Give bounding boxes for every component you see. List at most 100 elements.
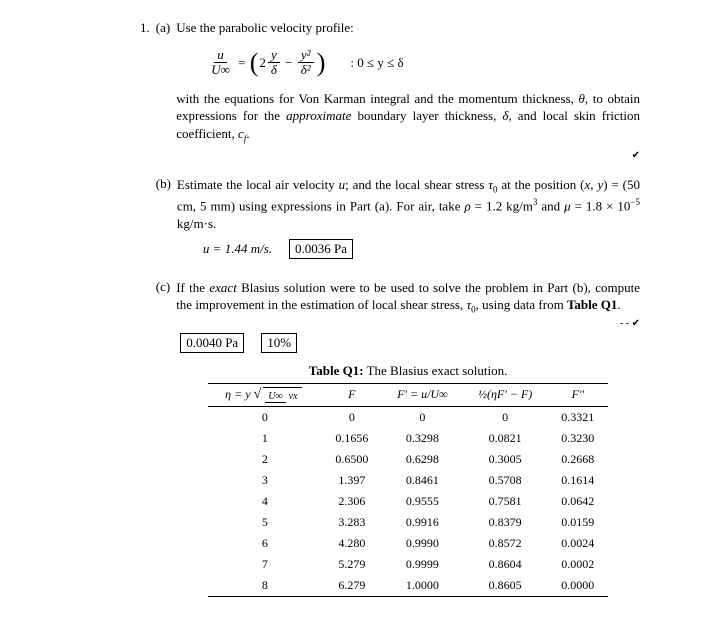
term1-bot: δ (268, 63, 280, 77)
question-1c: (c) If the exact Blasius solution were t… (140, 279, 640, 598)
table-cell: 0.3321 (548, 407, 609, 429)
blasius-table: η = y U∞νx F F' = u/U∞ ½(ηF' − F) F'' 00… (208, 383, 608, 597)
minus-sign: − (282, 55, 296, 71)
table-cell: 0.6298 (382, 449, 463, 470)
term2-frac: y² δ² (298, 48, 314, 78)
spacer-c (140, 279, 150, 598)
term1-coef: 2 (259, 55, 266, 71)
table-row: 64.2800.99900.85720.0024 (208, 533, 608, 554)
term1-frac: y δ (268, 48, 280, 78)
part-a-body: Use the parabolic velocity profile: u U∞… (176, 20, 640, 166)
table-cell: 4.280 (322, 533, 383, 554)
table-cell: 0.8461 (382, 470, 463, 491)
lhs-fraction: u U∞ (208, 48, 233, 78)
table-cell: 0.7581 (463, 491, 548, 512)
table-cell: 6 (208, 533, 321, 554)
table-row: 75.2790.99990.86040.0002 (208, 554, 608, 575)
table-cell: 0.8604 (463, 554, 548, 575)
ans-u: u = 1.44 m/s. (203, 241, 272, 256)
ans-improvement: 10% (261, 333, 297, 353)
part-c-answers: 0.0040 Pa 10% (176, 333, 640, 353)
col-Fprime: F' = u/U∞ (382, 383, 463, 406)
table-cell: 0.8379 (463, 512, 548, 533)
part-b-answers: u = 1.44 m/s. 0.0036 Pa (203, 239, 640, 259)
table-cell: 2 (208, 449, 321, 470)
table-cell: 6.279 (322, 575, 383, 597)
table-cell: 1.397 (322, 470, 383, 491)
table-cell: 0.6500 (322, 449, 383, 470)
lhs-top: u (214, 48, 227, 63)
part-b-lead: Estimate the local air velocity u; and t… (177, 176, 640, 232)
table-cell: 2.306 (322, 491, 383, 512)
table-cell: 0 (463, 407, 548, 429)
table-row: 53.2830.99160.83790.0159 (208, 512, 608, 533)
table-cell: 0.0642 (548, 491, 609, 512)
table-header-row: η = y U∞νx F F' = u/U∞ ½(ηF' − F) F'' (208, 383, 608, 406)
table-cell: 0.3298 (382, 428, 463, 449)
col-F: F (322, 383, 383, 406)
table-cell: 4 (208, 491, 321, 512)
stray-tick: ✔ (176, 150, 640, 166)
page: 1. (a) Use the parabolic velocity profil… (0, 0, 720, 627)
table-row: 42.3060.95550.75810.0642 (208, 491, 608, 512)
question-number: 1. (140, 20, 150, 166)
part-c-lead: If the exact Blasius solution were to be… (176, 279, 640, 316)
table-cell: 0.0821 (463, 428, 548, 449)
table-cell: 0.5708 (463, 470, 548, 491)
table-cell: 0.2668 (548, 449, 609, 470)
table-body: 00000.332110.16560.32980.08210.323020.65… (208, 407, 608, 597)
sqrt-icon: U∞νx (254, 387, 305, 403)
table-cell: 0 (322, 407, 383, 429)
table-cell: 1.0000 (382, 575, 463, 597)
term2-top: y² (298, 48, 314, 63)
part-label-b: (b) (156, 176, 171, 268)
table-row: 31.3970.84610.57080.1614 (208, 470, 608, 491)
dash-marks: - - ✔ (176, 318, 640, 329)
eta-sqrt-frac: U∞νx (263, 387, 302, 403)
table-cell: 0.9916 (382, 512, 463, 533)
table-cell: 3 (208, 470, 321, 491)
table-caption-label: Table Q1: (309, 363, 364, 378)
table-cell: 0 (382, 407, 463, 429)
col-Fpp: F'' (548, 383, 609, 406)
part-label-c: (c) (156, 279, 170, 598)
table-row: 86.2791.00000.86050.0000 (208, 575, 608, 597)
velocity-profile-equation: u U∞ = ( 2 y δ − y² δ² ) : 0 ≤ y ≤ δ (206, 48, 640, 78)
table-cell: 0.0024 (548, 533, 609, 554)
table-cell: 7 (208, 554, 321, 575)
table-cell: 0.3005 (463, 449, 548, 470)
eta-frac-bot: νx (286, 391, 301, 402)
table-cell: 5 (208, 512, 321, 533)
table-row: 00000.3321 (208, 407, 608, 429)
part-c-body: If the exact Blasius solution were to be… (176, 279, 640, 598)
table-cell: 1 (208, 428, 321, 449)
question-1b: (b) Estimate the local air velocity u; a… (140, 176, 640, 268)
part-b-body: Estimate the local air velocity u; and t… (177, 176, 640, 268)
table-cell: 0.0159 (548, 512, 609, 533)
table-cell: 0.0000 (548, 575, 609, 597)
table-caption-text: The Blasius exact solution. (367, 363, 508, 378)
right-paren: ) (317, 50, 326, 76)
ans-tau-box: 0.0036 Pa (289, 239, 353, 259)
table-cell: 3.283 (322, 512, 383, 533)
table-cell: 0.1614 (548, 470, 609, 491)
table-caption: Table Q1: The Blasius exact solution. (176, 363, 640, 379)
term2-bot: δ² (298, 63, 314, 77)
eta-frac-top: U∞ (265, 391, 285, 403)
question-1a: 1. (a) Use the parabolic velocity profil… (140, 20, 640, 166)
term1-top: y (268, 48, 280, 63)
left-paren: ( (250, 50, 259, 76)
eta-lhs: η = y (225, 387, 250, 401)
table-cell: 0.0002 (548, 554, 609, 575)
table-cell: 0.3230 (548, 428, 609, 449)
table-row: 10.16560.32980.08210.3230 (208, 428, 608, 449)
table-cell: 0.1656 (322, 428, 383, 449)
part-label-a: (a) (156, 20, 170, 166)
table-cell: 0.8572 (463, 533, 548, 554)
table-cell: 5.279 (322, 554, 383, 575)
table-row: 20.65000.62980.30050.2668 (208, 449, 608, 470)
table-cell: 0 (208, 407, 321, 429)
table-cell: 8 (208, 575, 321, 597)
table-cell: 0.8605 (463, 575, 548, 597)
equation-condition: : 0 ≤ y ≤ δ (350, 55, 403, 71)
